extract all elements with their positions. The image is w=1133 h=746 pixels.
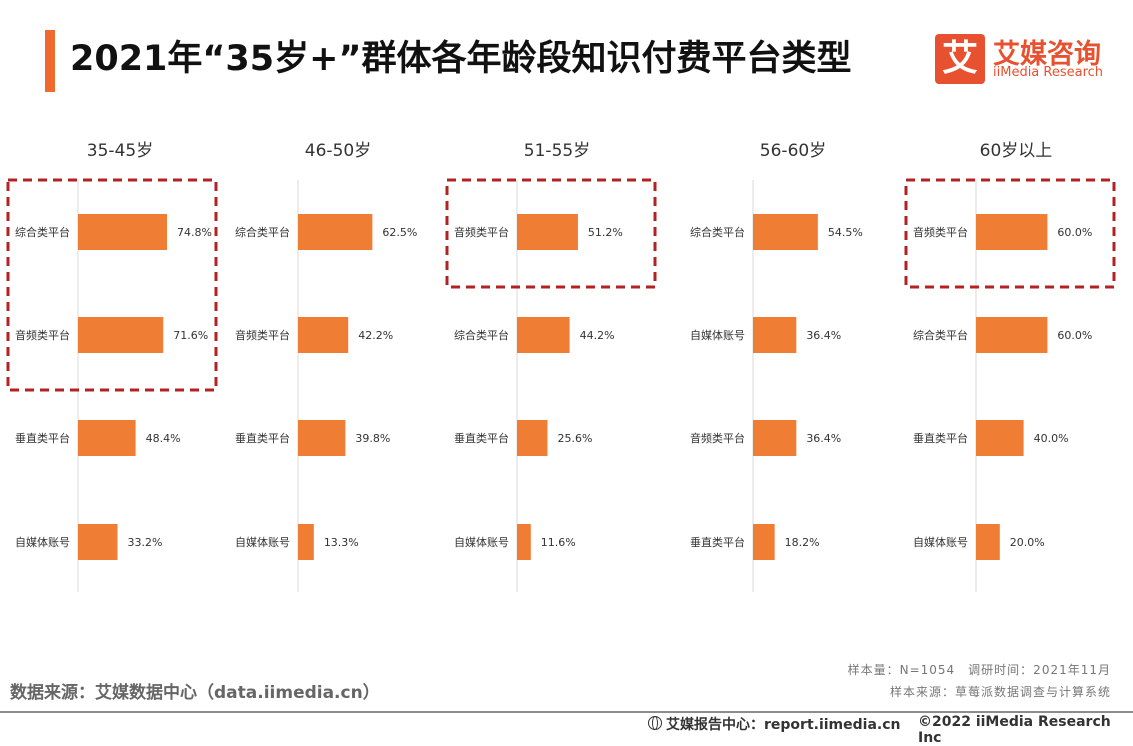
data-label: 74.8%: [177, 226, 212, 239]
data-label: 71.6%: [173, 329, 208, 342]
bar: [976, 420, 1024, 456]
data-label: 54.5%: [828, 226, 863, 239]
data-label: 36.4%: [806, 329, 841, 342]
title-accent-bar: [45, 30, 55, 92]
footer-report-link[interactable]: 艾媒报告中心：report.iimedia.cn: [648, 714, 901, 734]
iimedia-logo: 艾 艾媒咨询 iiMedia Research: [935, 34, 1120, 86]
globe-icon: [648, 716, 662, 730]
data-label: 25.6%: [557, 432, 592, 445]
footer-report-text: 艾媒报告中心：report.iimedia.cn: [666, 717, 901, 733]
category-label: 自媒体账号: [690, 328, 745, 342]
category-label: 垂直类平台: [690, 535, 745, 549]
logo-text-cn: 艾媒咨询: [993, 39, 1101, 70]
category-label: 综合类平台: [690, 225, 745, 239]
highlight-box: [6, 178, 218, 392]
bar: [753, 317, 797, 353]
data-label: 60.0%: [1057, 329, 1092, 342]
highlight-box: [904, 178, 1116, 289]
bar: [753, 420, 797, 456]
category-label: 综合类平台: [454, 328, 509, 342]
category-label: 音频类平台: [15, 328, 70, 342]
data-label: 11.6%: [541, 536, 576, 549]
panel-title: 51-55岁: [524, 141, 590, 161]
panel-title: 60岁以上: [980, 141, 1053, 161]
page-title: 2021年“35岁+”群体各年龄段知识付费平台类型: [70, 39, 852, 79]
logo-text-en: iiMedia Research: [993, 65, 1104, 80]
category-label: 音频类平台: [454, 225, 509, 239]
data-label: 13.3%: [324, 536, 359, 549]
category-label: 垂直类平台: [15, 431, 70, 445]
data-label: 40.0%: [1034, 432, 1069, 445]
sample-source-note: 样本来源：草莓派数据调查与计算系统: [889, 685, 1111, 699]
category-label: 自媒体账号: [913, 535, 968, 549]
panel-title: 35-45岁: [87, 141, 153, 161]
data-label: 62.5%: [382, 226, 417, 239]
bar: [78, 524, 118, 560]
bar: [298, 214, 373, 250]
category-label: 垂直类平台: [454, 431, 509, 445]
category-label: 音频类平台: [690, 431, 745, 445]
bar: [517, 317, 570, 353]
bar: [517, 420, 548, 456]
data-label: 42.2%: [358, 329, 393, 342]
bar: [517, 524, 531, 560]
sample-note: 样本量：N=1054 调研时间：2021年11月: [847, 663, 1111, 677]
category-label: 自媒体账号: [235, 535, 290, 549]
bar: [753, 214, 818, 250]
category-label: 自媒体账号: [15, 535, 70, 549]
data-label: 39.8%: [355, 432, 390, 445]
category-label: 综合类平台: [15, 225, 70, 239]
data-label: 51.2%: [588, 226, 623, 239]
bar: [976, 317, 1048, 353]
data-label: 33.2%: [128, 536, 163, 549]
bar: [976, 214, 1048, 250]
data-label: 36.4%: [806, 432, 841, 445]
bar: [976, 524, 1000, 560]
footer-copyright: ©2022 iiMedia Research Inc: [918, 714, 1111, 746]
bar: [78, 317, 164, 353]
data-label: 18.2%: [785, 536, 820, 549]
data-label: 60.0%: [1057, 226, 1092, 239]
highlight-box: [445, 178, 657, 289]
bar: [78, 420, 136, 456]
bar: [753, 524, 775, 560]
data-source: 数据来源：艾媒数据中心（data.iimedia.cn）: [10, 683, 380, 703]
category-label: 垂直类平台: [913, 431, 968, 445]
category-label: 音频类平台: [235, 328, 290, 342]
data-label: 20.0%: [1010, 536, 1045, 549]
panel-title: 46-50岁: [305, 141, 371, 161]
bar: [517, 214, 578, 250]
bar: [298, 524, 314, 560]
bar: [298, 317, 349, 353]
data-label: 44.2%: [580, 329, 615, 342]
category-label: 音频类平台: [913, 225, 968, 239]
footer-divider: [0, 711, 1133, 713]
bar: [78, 214, 168, 250]
logo-mark: 艾: [935, 34, 985, 84]
data-label: 48.4%: [146, 432, 181, 445]
bar: [298, 420, 346, 456]
category-label: 垂直类平台: [235, 431, 290, 445]
category-label: 综合类平台: [913, 328, 968, 342]
panel-title: 56-60岁: [760, 141, 826, 161]
category-label: 综合类平台: [235, 225, 290, 239]
category-label: 自媒体账号: [454, 535, 509, 549]
